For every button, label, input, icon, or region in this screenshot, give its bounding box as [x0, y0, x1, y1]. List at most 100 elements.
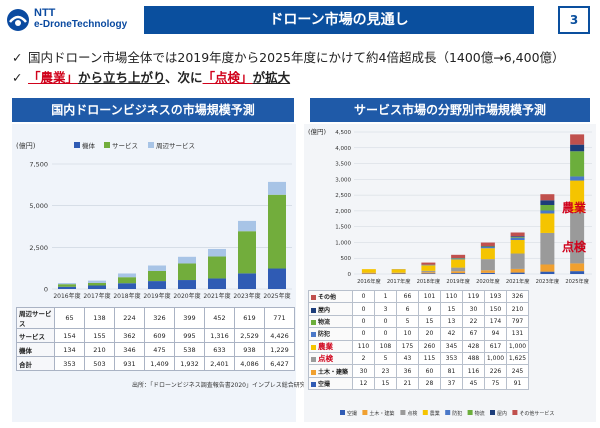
bar-segment	[88, 285, 106, 289]
row-header: サービス	[16, 328, 55, 343]
legend-label: 屋内	[497, 410, 507, 417]
row-header: 機体	[16, 342, 55, 357]
bullet-2-inspect: 「点検」	[202, 70, 253, 85]
bar-segment	[540, 213, 555, 233]
table-cell: 12	[352, 376, 375, 391]
table-row: 物流 0 0 5 15 13 22 174 797	[308, 314, 529, 329]
table-cell: 260	[418, 339, 441, 353]
bar-segment	[148, 270, 166, 282]
table-cell: 6	[396, 302, 419, 316]
table-cell: 119	[462, 289, 485, 304]
x-tick-label: 2025年度	[263, 292, 290, 300]
bar-segment	[451, 254, 466, 259]
bar-segment	[391, 272, 406, 274]
right-unit-label: (億円)	[308, 127, 326, 136]
row-header: 空撮	[308, 376, 353, 391]
bar-segment	[178, 256, 196, 264]
y-tick-label: 0	[44, 286, 48, 294]
table-cell: 345	[440, 339, 463, 353]
slide-header: NTT e-DroneTechnology ドローン市場の見通し 3	[0, 0, 600, 40]
bar-segment	[570, 134, 585, 145]
x-tick-label: 2019年度	[143, 292, 170, 300]
y-tick-label: 1,500	[335, 225, 351, 231]
right-bars	[361, 134, 585, 274]
bar-segment	[268, 194, 286, 269]
table-cell: 2	[352, 351, 375, 366]
bar-segment	[361, 272, 376, 274]
x-tick-label: 2020年度	[476, 277, 500, 285]
table-cell: 22	[462, 314, 485, 329]
bullet-1-text: 国内ドローン市場全体では2019年度から2025年度にかけて約4倍超成長（140…	[28, 50, 565, 65]
row-header: 土木・建築	[308, 364, 353, 378]
bar-segment	[570, 176, 585, 181]
row-header: 点検	[308, 351, 353, 366]
table-row: 空撮 12 15 21 28 37 45 75 91	[308, 376, 529, 391]
legend-label: その他サービス	[519, 410, 554, 417]
bar-segment	[570, 180, 585, 213]
left-unit-label: (億円)	[16, 141, 36, 150]
y-tick-label: 3,000	[335, 177, 351, 183]
table-cell: 353	[54, 356, 85, 371]
row-header: その他	[308, 289, 353, 304]
x-tick-label: 2021年度	[506, 277, 530, 285]
row-label: 土木・建築	[318, 368, 349, 376]
table-cell: 110	[440, 289, 463, 304]
table-cell: 617	[484, 339, 507, 353]
right-grid: 4,500 4,000 3,500 3,000 2,500 2,000 1,500 1,000…	[335, 130, 592, 278]
bar-segment	[540, 271, 555, 274]
table-cell: 37	[440, 376, 463, 391]
table-row: 農業 110 108 175 260 345 428 617 1,000	[308, 339, 529, 353]
bar-segment	[391, 269, 406, 273]
x-tick-label: 2021年度	[203, 292, 230, 300]
legend-swatch	[311, 332, 316, 338]
table-cell: 65	[54, 307, 85, 329]
legend-swatch	[400, 410, 406, 415]
legend-swatch	[311, 344, 316, 350]
legend-swatch	[311, 369, 316, 375]
table-cell: 108	[374, 339, 397, 353]
x-tick-label: 2017年度	[83, 292, 110, 300]
legend-swatch	[340, 410, 345, 415]
bar-segment	[451, 271, 466, 274]
row-header: 農業	[308, 339, 353, 353]
table-cell: 210	[84, 342, 115, 357]
left-bars	[58, 181, 286, 289]
bar-segment	[480, 272, 495, 274]
legend-swatch	[445, 410, 451, 415]
bullet-2-text-a: から立ち上がり	[78, 70, 166, 85]
page-number: 3	[558, 6, 590, 34]
table-row: 機体 134 210 346 475 538 633 938 1,229	[16, 342, 295, 357]
service-market-table: その他 0 1 66 101 110 119 193 326 屋内 0 3 6 9 15 30 150 210 物流…	[308, 289, 529, 391]
bullet-2-agri: 「農業」	[28, 70, 79, 85]
summary-bullets: ✓ 国内ドローン市場全体では2019年度から2025年度にかけて約4倍超成長（14…	[12, 48, 592, 88]
table-cell: 66	[396, 289, 419, 304]
table-cell: 67	[462, 327, 485, 341]
bar-segment	[451, 259, 466, 268]
table-cell: 154	[54, 328, 85, 343]
bar-segment	[58, 284, 76, 287]
row-label: 点検	[318, 354, 333, 364]
logo-text-edrone: e-DroneTechnology	[34, 19, 128, 30]
row-header: 周辺サービス	[16, 307, 55, 329]
row-label: 空撮	[318, 380, 331, 388]
table-cell: 150	[484, 302, 507, 316]
x-tick-label: 2016年度	[357, 277, 381, 285]
x-tick-label: 2025年度	[565, 277, 589, 285]
table-cell: 0	[374, 327, 397, 341]
legend-label: 農業	[430, 410, 440, 417]
table-cell: 9	[418, 302, 441, 316]
table-cell: 1	[374, 289, 397, 304]
bar-segment	[570, 271, 585, 274]
legend-swatch	[311, 319, 316, 325]
table-cell: 155	[84, 328, 115, 343]
bar-segment	[421, 272, 436, 274]
table-row: 屋内 0 3 6 9 15 30 150 210	[308, 302, 529, 316]
row-label: 屋内	[318, 306, 331, 314]
bar-segment	[570, 144, 585, 152]
legend-swatch	[311, 357, 316, 363]
ntt-logo-icon	[7, 9, 29, 31]
table-cell: 134	[54, 342, 85, 357]
bar-segment	[570, 212, 585, 264]
x-tick-label: 2020年度	[173, 292, 200, 300]
table-cell: 131	[506, 327, 529, 341]
